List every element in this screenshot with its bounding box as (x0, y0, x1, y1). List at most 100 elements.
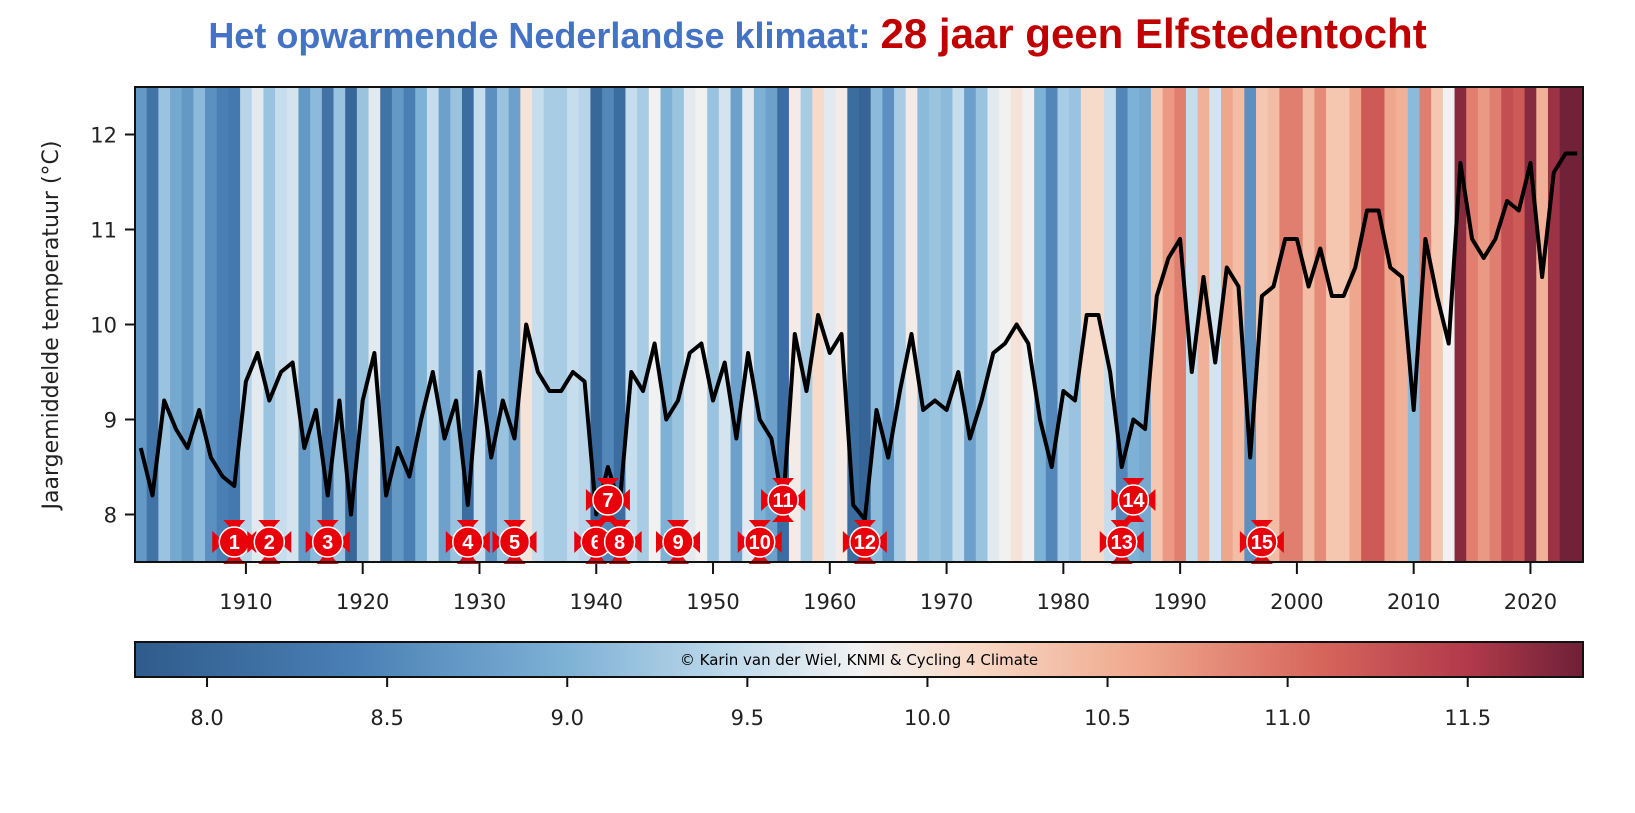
stripe-1929 (461, 87, 475, 562)
elfstedentocht-marker-4: 4 (445, 520, 490, 564)
stripe-1941 (602, 87, 615, 562)
stripe-1971 (952, 87, 965, 562)
stripe-2006 (1361, 87, 1374, 562)
marker-number: 8 (614, 532, 625, 554)
stripe-1925 (415, 87, 428, 562)
marker-number: 9 (672, 532, 683, 554)
stripe-1955 (765, 87, 778, 562)
colorbar-tick-label: 8.5 (370, 706, 403, 730)
plot-frame (134, 86, 1584, 563)
stripe-2009 (1396, 87, 1409, 562)
title-part-red: 28 jaar geen Elfstedentocht (880, 10, 1427, 57)
stripe-1938 (567, 87, 580, 562)
stripe-1997 (1256, 87, 1269, 562)
x-tick-label: 1970 (920, 590, 973, 614)
stripe-2023 (1559, 87, 1572, 562)
stripe-1913 (275, 87, 288, 562)
stripe-2005 (1349, 87, 1362, 562)
elfstedentocht-marker-3: 3 (305, 520, 350, 564)
x-tick-label: 1960 (803, 590, 856, 614)
stripe-1952 (730, 87, 743, 562)
stripe-1904 (170, 87, 183, 562)
stripe-1980 (1057, 87, 1070, 562)
stripe-1981 (1069, 87, 1082, 562)
stripe-1994 (1221, 87, 1234, 562)
chart-title: Het opwarmende Nederlandse klimaat: 28 ja… (0, 10, 1635, 58)
stripe-1906 (193, 87, 206, 562)
stripe-2021 (1536, 87, 1549, 562)
stripe-1946 (660, 87, 673, 562)
stripe-1907 (205, 87, 218, 562)
x-tick-label: 1950 (686, 590, 739, 614)
stripe-1999 (1279, 87, 1292, 562)
elfstedentocht-marker-11: 11 (761, 478, 806, 522)
stripe-2015 (1466, 87, 1479, 562)
stripe-1958 (800, 87, 813, 562)
stripe-2019 (1512, 87, 1526, 562)
stripe-2008 (1384, 87, 1397, 562)
colorbar-tick-label: 11.0 (1264, 706, 1311, 730)
colorbar-tick-label: 9.0 (551, 706, 584, 730)
marker-circle (1105, 526, 1138, 558)
stripe-1903 (158, 87, 171, 562)
elfstedentocht-marker-13: 13 (1099, 520, 1144, 564)
stripe-1987 (1139, 87, 1152, 562)
stripe-1972 (964, 87, 977, 562)
marker-circle (603, 526, 636, 558)
title-part-blue: Het opwarmende Nederlandse klimaat: (208, 15, 871, 56)
stripe-1948 (683, 87, 697, 562)
stripe-1942 (613, 87, 627, 562)
stripe-2024 (1571, 87, 1584, 562)
stripe-1968 (917, 87, 930, 562)
stripe-1916 (310, 87, 323, 562)
stripe-1910 (240, 87, 253, 562)
stripe-1901 (135, 87, 148, 562)
stripe-1998 (1267, 87, 1280, 562)
stripe-2002 (1314, 87, 1327, 562)
x-axis: 1910 1920 1930 1940 1950 1960 1970 1980 1990 2000… (219, 562, 1557, 614)
marker-circle (311, 526, 344, 558)
stripe-1943 (625, 87, 638, 562)
x-tick-label: 1980 (1037, 590, 1090, 614)
elfstedentocht-marker-15: 15 (1239, 520, 1284, 564)
x-tick-label: 1910 (219, 590, 272, 614)
colorbar-gradient (134, 641, 1584, 678)
stripe-1931 (485, 87, 498, 562)
stripe-1918 (333, 87, 346, 562)
stripe-1957 (788, 87, 802, 562)
stripe-1932 (497, 87, 510, 562)
stripe-1967 (905, 87, 918, 562)
y-tick-label: 10 (90, 314, 117, 338)
stripe-1944 (637, 87, 650, 562)
marker-circle (1117, 484, 1150, 516)
stripe-1961 (835, 87, 848, 562)
elfstedentocht-marker-10: 10 (737, 520, 782, 564)
stripe-1989 (1162, 87, 1175, 562)
stripe-1935 (532, 87, 545, 562)
stripe-1945 (648, 87, 662, 562)
stripe-1988 (1150, 87, 1164, 562)
stripe-2010 (1407, 87, 1421, 562)
elfstedentocht-marker-7: 7 (585, 478, 630, 522)
marker-number: 1 (229, 532, 240, 554)
stripe-2001 (1302, 87, 1316, 562)
stripe-1923 (391, 87, 405, 562)
stripe-1920 (356, 87, 370, 562)
marker-circle (452, 526, 484, 558)
y-tick-label: 8 (104, 504, 117, 528)
stripe-1924 (403, 87, 416, 562)
temperature-line (138, 151, 1578, 522)
y-tick-label: 12 (90, 124, 117, 148)
stripe-1984 (1104, 87, 1117, 562)
stripe-1973 (975, 87, 989, 562)
stripe-1908 (216, 87, 230, 562)
marker-circle (253, 526, 286, 558)
marker-number: 15 (1251, 532, 1273, 554)
stripe-1930 (473, 87, 486, 562)
stripe-1936 (543, 87, 556, 562)
stripe-1996 (1244, 87, 1257, 562)
stripe-2017 (1489, 87, 1502, 562)
x-tick-label: 2000 (1270, 590, 1323, 614)
stripe-1986 (1127, 87, 1140, 562)
